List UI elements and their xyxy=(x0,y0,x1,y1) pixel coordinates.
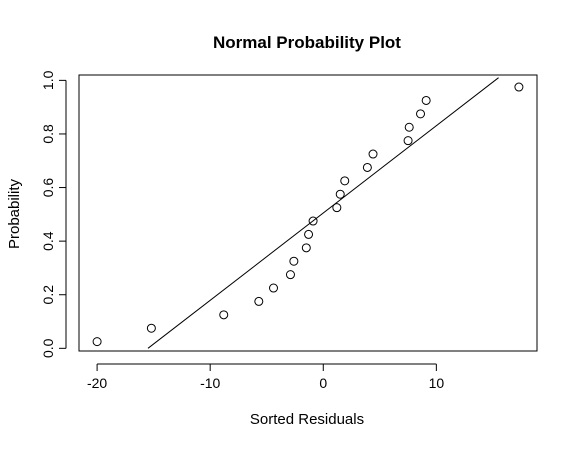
y-tick-label: 1.0 xyxy=(40,70,56,90)
x-tick-label: -10 xyxy=(200,375,220,391)
plot-frame xyxy=(78,74,538,352)
x-axis-label: Sorted Residuals xyxy=(250,411,364,428)
x-tick-label: 10 xyxy=(429,375,445,391)
data-point xyxy=(340,176,350,186)
data-point xyxy=(285,270,295,280)
data-point xyxy=(362,162,372,172)
chart-title: Normal Probability Plot xyxy=(213,33,401,52)
data-point xyxy=(289,256,299,266)
y-tick-label: 0.4 xyxy=(40,231,56,251)
x-tick-label: -20 xyxy=(87,375,107,391)
data-point xyxy=(308,216,318,226)
x-axis: -20 -10 0 10 xyxy=(87,363,445,391)
y-tick-label: 0.6 xyxy=(40,178,56,198)
y-axis: 0.0 0.2 0.4 0.6 0.8 1.0 xyxy=(40,70,67,358)
y-tick-label: 0.0 xyxy=(40,338,56,358)
data-point xyxy=(332,203,342,213)
data-point xyxy=(92,337,102,347)
data-point xyxy=(368,149,378,159)
data-point xyxy=(304,229,314,239)
data-point xyxy=(219,310,229,320)
y-axis-label: Probability xyxy=(6,178,23,249)
data-point xyxy=(421,95,431,105)
data-point xyxy=(404,122,414,132)
data-point xyxy=(403,136,413,146)
data-point xyxy=(416,109,426,119)
data-points xyxy=(92,82,524,347)
data-point xyxy=(301,243,311,253)
x-tick-label: 0 xyxy=(319,375,327,391)
data-point xyxy=(269,283,279,293)
data-point xyxy=(254,296,264,306)
fit-line xyxy=(147,77,499,349)
y-tick-label: 0.2 xyxy=(40,285,56,305)
data-point xyxy=(146,323,156,333)
data-point xyxy=(514,82,524,92)
y-tick-label: 0.8 xyxy=(40,124,56,144)
data-point xyxy=(335,189,345,199)
